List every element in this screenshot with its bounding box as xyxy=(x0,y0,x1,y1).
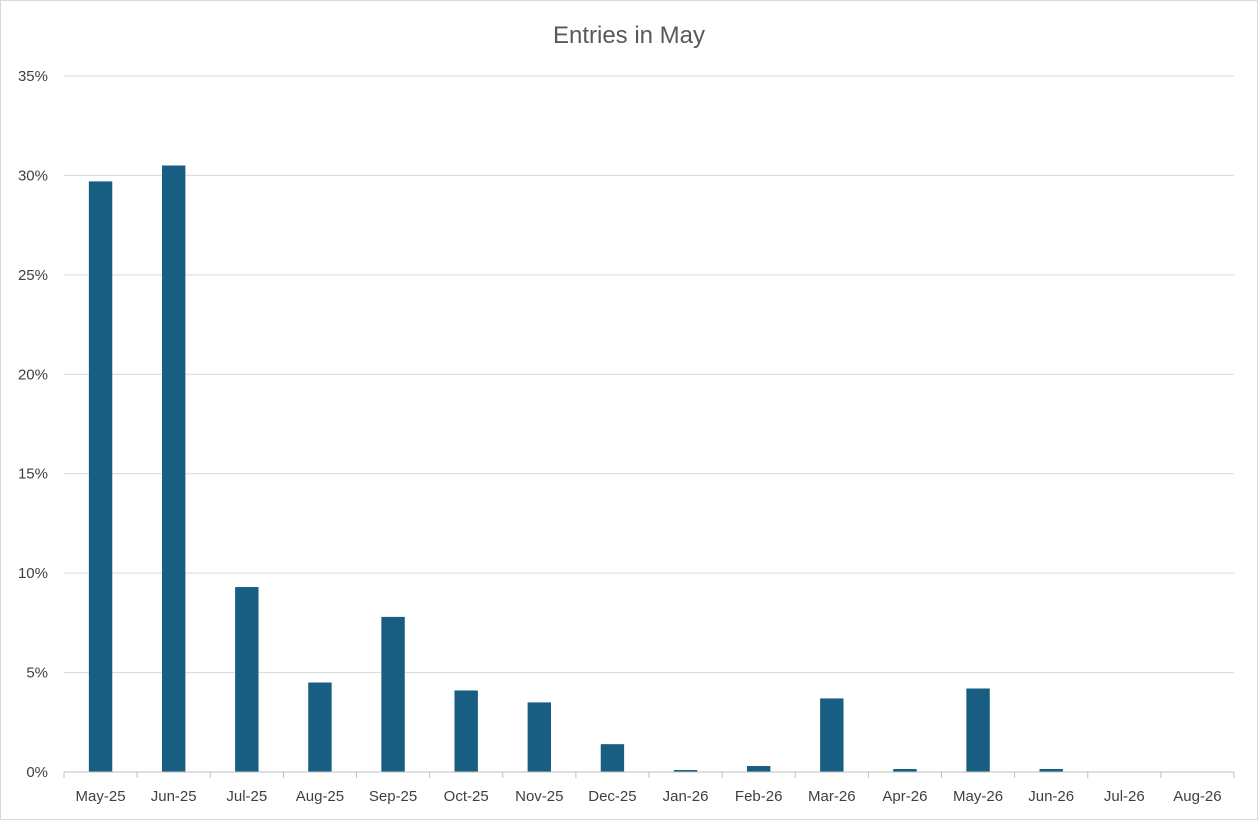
bar-dec-25 xyxy=(600,744,625,772)
gridlines xyxy=(64,75,1234,674)
y-tick-label: 35% xyxy=(18,68,48,85)
x-tick-label: Sep-25 xyxy=(369,788,417,805)
bar-may-25 xyxy=(88,181,113,772)
x-tick-labels: May-25 Jun-25 Jul-25 Aug-25 Sep-25 Oct-25 Nov-… xyxy=(76,788,1222,805)
x-tick-label: Jul-25 xyxy=(226,788,267,805)
x-tick-label: May-26 xyxy=(953,788,1003,805)
x-tick-label: Nov-25 xyxy=(515,788,563,805)
x-tick-label: Apr-26 xyxy=(882,788,927,805)
x-tick-label: Jun-25 xyxy=(151,788,197,805)
x-tick-label: Jan-26 xyxy=(663,788,709,805)
x-tick-label: Dec-25 xyxy=(588,788,636,805)
y-tick-label: 15% xyxy=(18,466,48,483)
y-tick-label: 5% xyxy=(26,665,48,682)
x-tick-label: Mar-26 xyxy=(808,788,856,805)
bar-oct-25 xyxy=(454,690,478,772)
axes xyxy=(63,771,1235,778)
x-tick-label: Aug-26 xyxy=(1173,788,1221,805)
bar-jul-25 xyxy=(235,587,259,772)
chart-title: Entries in May xyxy=(553,22,705,49)
y-tick-label: 25% xyxy=(18,267,48,284)
bar-aug-25 xyxy=(308,682,332,772)
x-tick-label: Aug-25 xyxy=(296,788,344,805)
bar-jan-26 xyxy=(673,770,698,772)
bars xyxy=(88,165,1063,772)
y-tick-label: 30% xyxy=(18,167,48,184)
bar-may-26 xyxy=(966,688,990,772)
x-tick-label: Feb-26 xyxy=(735,788,783,805)
bar-jun-26 xyxy=(1039,769,1063,772)
y-tick-label: 0% xyxy=(26,764,48,781)
bar-mar-26 xyxy=(820,698,844,772)
bar-feb-26 xyxy=(746,766,771,772)
y-tick-label: 20% xyxy=(18,366,48,383)
y-tick-labels: 0% 5% 10% 15% 20% 25% 30% 35% xyxy=(18,68,48,781)
y-tick-label: 10% xyxy=(18,565,48,582)
x-tick-label: Jul-26 xyxy=(1104,788,1145,805)
bar-apr-26 xyxy=(893,769,917,772)
bar-jun-25 xyxy=(161,165,186,772)
bar-nov-25 xyxy=(527,702,552,772)
x-tick-label: Jun-26 xyxy=(1028,788,1074,805)
x-tick-label: Oct-25 xyxy=(444,788,489,805)
x-tick-label: May-25 xyxy=(76,788,126,805)
bar-sep-25 xyxy=(381,616,405,772)
